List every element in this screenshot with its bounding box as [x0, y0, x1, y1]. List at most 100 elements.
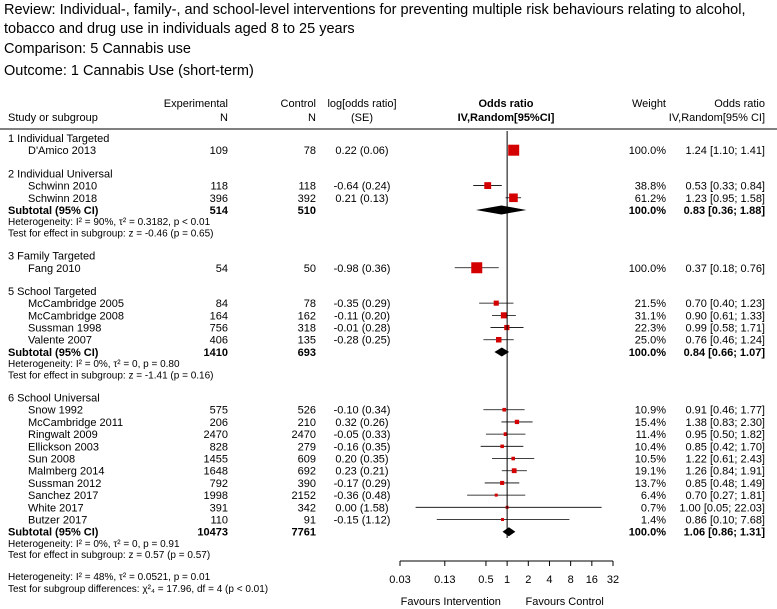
- subtotal-label: Subtotal (95% CI): [8, 527, 99, 539]
- study-log-odds-se: 0.00 (1.58): [335, 502, 388, 514]
- header-log-odds: log[odds ratio]: [327, 98, 396, 110]
- study-ci-text: 0.76 [0.46; 1.24]: [685, 335, 765, 347]
- study-log-odds-se: 0.22 (0.06): [335, 145, 388, 157]
- study-weight: 22.3%: [635, 323, 666, 335]
- study-weight: 31.1%: [635, 310, 666, 322]
- study-control-n: 279: [298, 441, 316, 453]
- study-ci-text: 1.26 [0.84; 1.91]: [685, 466, 765, 478]
- subtotal-experimental-n: 10473: [197, 527, 228, 539]
- header-control: Control: [281, 98, 316, 110]
- header-ci-odds-ratio: Odds ratio: [714, 98, 765, 110]
- study-experimental-n: 2470: [204, 429, 228, 441]
- study-name: Sussman 2012: [28, 478, 101, 490]
- study-log-odds-se: -0.10 (0.34): [334, 405, 391, 417]
- study-control-n: 342: [298, 502, 316, 514]
- subtotal-ci-text: 0.83 [0.36; 1.88]: [684, 205, 766, 217]
- study-experimental-n: 110: [210, 515, 228, 527]
- header-study: Study or subgroup: [8, 112, 98, 124]
- subgroup-effect-test: Test for effect in subgroup: z = -1.41 (…: [8, 370, 214, 381]
- subtotal-weight: 100.0%: [629, 205, 667, 217]
- study-name: Ellickson 2003: [28, 441, 99, 453]
- effect-box: [509, 193, 518, 203]
- header-weight: Weight: [632, 98, 666, 110]
- subtotal-diamond: [475, 205, 527, 215]
- effect-box: [501, 518, 505, 522]
- group-title: 5 School Targeted: [8, 286, 96, 298]
- study-name: D'Amico 2013: [28, 145, 96, 157]
- study-name: McCambridge 2011: [28, 417, 123, 429]
- subtotal-weight: 100.0%: [629, 527, 667, 539]
- study-experimental-n: 828: [210, 441, 228, 453]
- x-tick-label: 16: [586, 574, 598, 586]
- study-experimental-n: 391: [210, 502, 228, 514]
- outcome-label: Outcome: 1 Cannabis Use (short-term): [4, 63, 254, 79]
- study-experimental-n: 164: [210, 310, 228, 322]
- study-log-odds-se: 0.23 (0.21): [335, 466, 388, 478]
- subtotal-weight: 100.0%: [629, 347, 667, 359]
- study-weight: 38.8%: [635, 181, 666, 193]
- study-experimental-n: 756: [210, 323, 228, 335]
- study-weight: 0.7%: [641, 502, 666, 514]
- study-control-n: 78: [304, 145, 316, 157]
- subtotal-control-n: 510: [298, 205, 316, 217]
- study-weight: 13.7%: [635, 478, 666, 490]
- study-ci-text: 0.85 [0.48; 1.49]: [685, 478, 765, 490]
- study-log-odds-se: -0.15 (1.12): [334, 515, 391, 527]
- study-experimental-n: 1455: [204, 454, 228, 466]
- study-experimental-n: 109: [210, 145, 228, 157]
- effect-box: [508, 144, 520, 156]
- effect-box: [471, 262, 483, 274]
- study-weight: 6.4%: [641, 490, 666, 502]
- study-ci-text: 0.90 [0.61; 1.33]: [685, 310, 765, 322]
- study-name: Sun 2008: [28, 454, 75, 466]
- study-ci-text: 1.22 [0.61; 2.43]: [685, 454, 765, 466]
- study-log-odds-se: -0.17 (0.29): [334, 478, 391, 490]
- study-log-odds-se: -0.64 (0.24): [334, 181, 391, 193]
- study-control-n: 318: [298, 323, 316, 335]
- study-control-n: 91: [304, 515, 316, 527]
- subtotal-experimental-n: 1410: [204, 347, 228, 359]
- study-control-n: 526: [298, 405, 316, 417]
- study-name: Snow 1992: [28, 405, 83, 417]
- study-log-odds-se: -0.36 (0.48): [334, 490, 391, 502]
- study-experimental-n: 54: [216, 263, 228, 275]
- x-tick-label: 0.03: [389, 574, 410, 586]
- effect-box: [511, 468, 517, 474]
- study-log-odds-se: -0.01 (0.28): [334, 323, 391, 335]
- study-ci-text: 1.38 [0.83; 2.30]: [685, 417, 765, 429]
- study-name: Valente 2007: [28, 335, 92, 347]
- study-weight: 10.4%: [635, 441, 666, 453]
- study-experimental-n: 206: [210, 417, 228, 429]
- study-weight: 61.2%: [635, 193, 666, 205]
- study-control-n: 609: [298, 454, 316, 466]
- study-ci-text: 1.00 [0.05; 22.03]: [679, 502, 765, 514]
- study-name: White 2017: [28, 502, 84, 514]
- study-ci-text: 0.53 [0.33; 0.84]: [685, 181, 765, 193]
- study-log-odds-se: 0.32 (0.26): [335, 417, 388, 429]
- study-weight: 11.4%: [636, 429, 667, 441]
- study-weight: 15.4%: [635, 417, 666, 429]
- subtotal-ci-text: 0.84 [0.66; 1.07]: [684, 347, 766, 359]
- study-name: McCambridge 2008: [28, 310, 124, 322]
- effect-box: [500, 444, 504, 449]
- study-ci-text: 0.86 [0.10; 7.68]: [685, 515, 765, 527]
- study-control-n: 50: [304, 263, 316, 275]
- study-log-odds-se: -0.28 (0.25): [334, 335, 391, 347]
- study-control-n: 692: [298, 466, 316, 478]
- effect-box: [500, 312, 507, 319]
- study-name: Schwinn 2010: [28, 181, 97, 193]
- study-ci-text: 0.70 [0.27; 1.81]: [685, 490, 765, 502]
- study-experimental-n: 396: [210, 193, 228, 205]
- header-method: IV,Random[95%CI]: [458, 112, 555, 124]
- study-log-odds-se: 0.20 (0.35): [335, 454, 388, 466]
- x-tick-label: 8: [568, 574, 574, 586]
- study-name: Ringwalt 2009: [28, 429, 98, 441]
- study-experimental-n: 1648: [204, 466, 228, 478]
- study-ci-text: 0.37 [0.18; 0.76]: [685, 263, 765, 275]
- study-ci-text: 1.23 [0.95; 1.58]: [685, 193, 765, 205]
- subgroup-heterogeneity: Heterogeneity: I² = 0%, τ² = 0, p = 0.91: [8, 539, 180, 550]
- x-tick-label: 0.5: [478, 574, 493, 586]
- subgroup-heterogeneity: Heterogeneity: I² = 0%, τ² = 0, p = 0.80: [8, 359, 180, 370]
- subtotal-label: Subtotal (95% CI): [8, 347, 99, 359]
